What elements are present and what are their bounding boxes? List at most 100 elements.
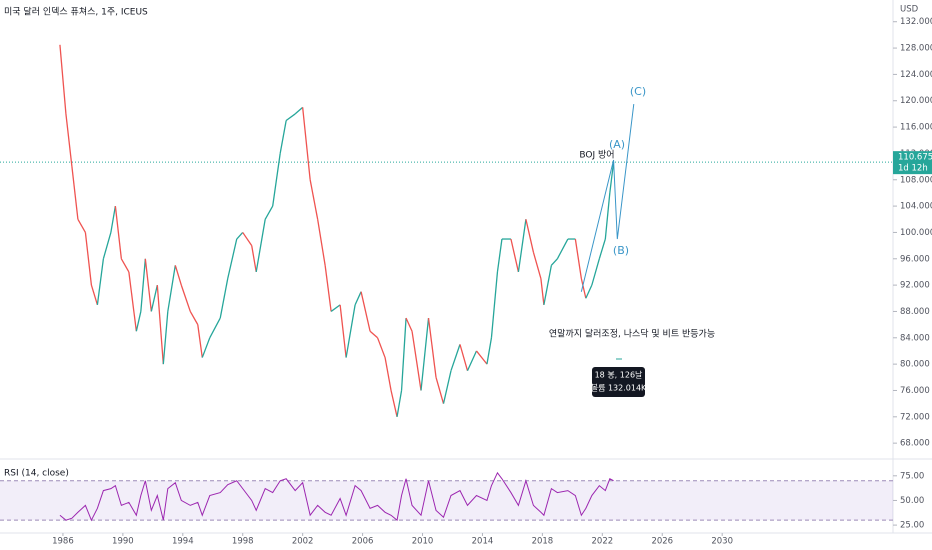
price-segment bbox=[345, 304, 356, 358]
y-tick-label: 132.000 bbox=[900, 17, 932, 27]
y-tick-label: 96.000 bbox=[900, 254, 930, 264]
price-segment bbox=[120, 258, 130, 273]
x-tick-label: 2010 bbox=[412, 537, 434, 547]
price-segment bbox=[140, 258, 146, 312]
price-segment bbox=[90, 284, 99, 306]
price-segment bbox=[510, 238, 520, 273]
price-segment bbox=[354, 291, 362, 306]
y-tick-label: 68.000 bbox=[900, 439, 930, 449]
tooltip-box bbox=[592, 367, 645, 397]
x-tick-label: 2014 bbox=[472, 537, 494, 547]
price-segment bbox=[65, 113, 73, 167]
price-segment bbox=[525, 219, 535, 253]
price-segment bbox=[294, 106, 304, 115]
x-tick-label: 2002 bbox=[292, 537, 314, 547]
price-segment bbox=[236, 232, 244, 240]
x-tick-label: 1994 bbox=[172, 537, 194, 547]
price-segment bbox=[135, 311, 142, 332]
price-segment bbox=[420, 317, 430, 391]
price-segment bbox=[189, 311, 199, 325]
price-segment bbox=[128, 271, 137, 332]
x-tick-label: 2022 bbox=[592, 537, 614, 547]
x-tick-label: 1986 bbox=[52, 537, 74, 547]
price-segment bbox=[604, 192, 611, 240]
price-segment bbox=[174, 265, 182, 286]
y-tick-label: 100.000 bbox=[900, 228, 932, 238]
price-segment bbox=[396, 390, 403, 417]
y-tick-label: 120.000 bbox=[900, 96, 932, 106]
price-segment bbox=[59, 44, 67, 114]
price-segment bbox=[475, 350, 488, 365]
wave-line bbox=[580, 103, 635, 292]
last-price-box bbox=[893, 151, 932, 175]
price-segment bbox=[376, 337, 386, 358]
price-segment bbox=[517, 219, 527, 273]
price-segment bbox=[102, 232, 112, 259]
price-segment bbox=[219, 278, 229, 319]
y-tick-label: 72.000 bbox=[900, 412, 930, 422]
tooltip-text: 18 봉, 126날 bbox=[595, 370, 643, 380]
rsi-title: RSI (14, close) bbox=[4, 469, 69, 479]
x-tick-label: 1998 bbox=[232, 537, 254, 547]
price-segment bbox=[574, 238, 582, 279]
price-segment bbox=[459, 344, 469, 371]
chart-title: 미국 달러 인덱스 퓨쳐스, 1주, ICEUS bbox=[4, 6, 148, 18]
price-segment bbox=[324, 265, 332, 312]
price-segment bbox=[543, 265, 553, 305]
price-segment bbox=[405, 317, 413, 332]
price-segment bbox=[540, 278, 545, 305]
y-tick-label: 128.000 bbox=[900, 44, 932, 54]
x-tick-label: 2018 bbox=[532, 537, 554, 547]
wave-label: (B) bbox=[613, 244, 629, 257]
y-tick-label: 116.000 bbox=[900, 123, 932, 133]
price-segment bbox=[272, 153, 281, 207]
price-segment bbox=[466, 350, 478, 371]
price-segment bbox=[77, 218, 86, 233]
price-segment bbox=[360, 291, 371, 332]
x-tick-label: 2006 bbox=[352, 537, 374, 547]
y-tick-label: 80.000 bbox=[900, 360, 930, 370]
price-segment bbox=[585, 284, 593, 299]
price-segment bbox=[486, 337, 493, 365]
rsi-band bbox=[0, 480, 893, 521]
price-segment bbox=[302, 107, 311, 180]
price-segment bbox=[242, 232, 253, 246]
y-tick-label: 104.000 bbox=[900, 202, 932, 212]
note: BOJ 방어 bbox=[579, 150, 614, 161]
rsi-line bbox=[59, 471, 614, 522]
x-tick-label: 1990 bbox=[112, 537, 134, 547]
price-segment bbox=[227, 238, 238, 279]
wave-label: (A) bbox=[609, 138, 625, 151]
price-segment bbox=[427, 317, 437, 378]
price-segment bbox=[255, 219, 266, 273]
price-segment bbox=[110, 205, 117, 233]
y-tick-label: 92.000 bbox=[900, 281, 930, 291]
price-segment bbox=[162, 311, 169, 365]
price-segment bbox=[279, 120, 287, 154]
price-segment bbox=[317, 219, 326, 266]
price-segment bbox=[400, 317, 407, 391]
price-segment bbox=[197, 324, 203, 358]
price-segment bbox=[580, 278, 587, 299]
price-segment bbox=[390, 390, 398, 417]
y-tick-label: 88.000 bbox=[900, 307, 930, 317]
currency: USD bbox=[900, 5, 919, 15]
rsi-y-tick-label: 50.00 bbox=[900, 496, 924, 506]
price-segment bbox=[435, 377, 445, 404]
price-segment bbox=[114, 206, 123, 259]
price-segment bbox=[532, 252, 542, 279]
price-segment bbox=[144, 258, 152, 312]
price-segment bbox=[598, 238, 606, 259]
price-segment bbox=[309, 179, 319, 220]
price-segment bbox=[201, 337, 211, 358]
price-segment bbox=[591, 258, 600, 286]
countdown-label: 1d 12h bbox=[898, 164, 928, 174]
price-segment bbox=[150, 284, 158, 312]
price-segment bbox=[496, 238, 503, 273]
price-segment bbox=[167, 265, 176, 312]
price-segment bbox=[550, 258, 558, 266]
tooltip-text: 볼륨 132.014K bbox=[591, 383, 647, 393]
price-segment bbox=[285, 113, 296, 122]
y-tick-label: 84.000 bbox=[900, 333, 930, 343]
